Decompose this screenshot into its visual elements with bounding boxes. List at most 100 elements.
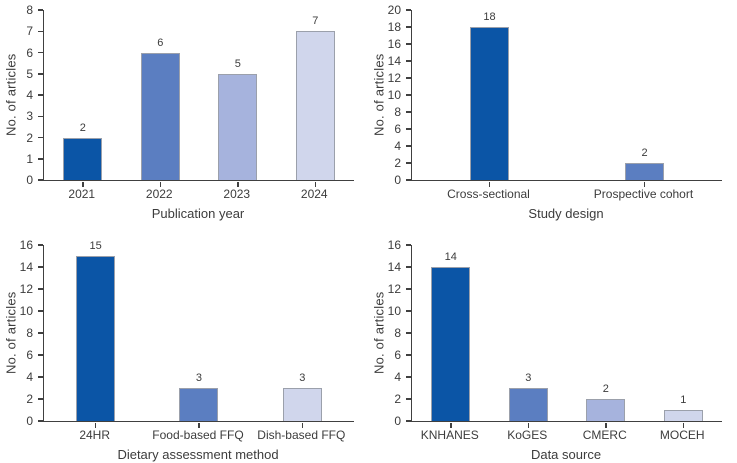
y-tick-label: 16 <box>19 238 33 252</box>
bar: 3 <box>282 372 322 421</box>
y-tick-label: 3 <box>26 109 33 124</box>
bar-slot: 14 <box>412 245 490 428</box>
y-tick-mark <box>38 354 43 356</box>
y-tick-label: 8 <box>394 326 401 340</box>
x-tick-mark <box>198 422 200 428</box>
chart-data-source: No. of articles 0 2 4 6 8 10 12 14 16 14 3 2 1 KNHANES… <box>368 231 737 463</box>
bar-slot: 2 <box>567 10 722 187</box>
bar: 7 <box>295 15 335 180</box>
plot-area: 15 3 3 <box>43 240 354 428</box>
y-tick-label: 4 <box>26 88 33 102</box>
bar-slot: 7 <box>277 10 355 187</box>
y-tick-mark <box>406 43 411 45</box>
y-tick-label: 0 <box>394 414 401 428</box>
x-category-label: 2021 <box>68 187 96 201</box>
y-tick-mark <box>406 162 411 164</box>
x-category-label: Food-based FFQ <box>152 428 244 442</box>
y-tick-mark <box>406 145 411 147</box>
plot-area: 2 6 5 7 <box>43 10 355 187</box>
y-tick-mark <box>406 128 411 130</box>
bar: 6 <box>140 37 180 180</box>
y-tick-mark <box>406 26 411 28</box>
bar: 3 <box>179 372 219 421</box>
bar-slot: 3 <box>147 245 250 428</box>
y-tick-label: 0 <box>26 414 33 428</box>
x-tick-mark <box>159 181 161 187</box>
y-tick-mark <box>406 179 411 181</box>
x-category-label: MOCEH <box>659 428 705 442</box>
y-tick-label: 2 <box>26 130 33 145</box>
x-tick-mark <box>314 181 316 187</box>
plot-area: 18 2 <box>411 10 722 187</box>
plot-area: 14 3 2 1 <box>411 245 723 428</box>
x-axis-title: Data source <box>530 447 602 462</box>
bar-slot: 2 <box>44 10 122 187</box>
y-tick-mark <box>406 9 411 11</box>
y-tick-mark <box>38 288 43 290</box>
x-tick-mark <box>643 181 646 187</box>
y-tick-label: 2 <box>394 392 401 406</box>
y-tick-mark <box>38 136 43 139</box>
y-tick-label: 12 <box>387 71 401 85</box>
bars: 14 3 2 1 <box>412 245 723 428</box>
y-tick-label: 7 <box>26 24 33 39</box>
y-tick-label: 10 <box>19 304 33 318</box>
y-tick-mark <box>406 420 411 422</box>
x-category-label: KoGES <box>507 428 548 442</box>
bar-value-label: 1 <box>680 394 687 406</box>
bar-value-label: 2 <box>641 147 648 159</box>
y-tick-mark <box>406 77 411 79</box>
x-axis-title: Dietary assessment method <box>117 447 279 462</box>
y-tick-label: 0 <box>26 173 33 187</box>
bar-slot: 3 <box>251 245 354 428</box>
bar-value-label: 3 <box>525 372 532 384</box>
y-tick-mark <box>38 398 43 400</box>
y-tick-label: 6 <box>26 45 33 60</box>
x-category-label: 2024 <box>300 187 328 201</box>
bar-value-label: 18 <box>483 11 496 23</box>
chart-dietary-assessment-method: No. of articles 0 2 4 6 8 10 12 14 16 15 3 3 24HR Food… <box>0 231 368 463</box>
bar-value-label: 3 <box>195 372 203 384</box>
bar-slot: 18 <box>412 10 567 187</box>
y-tick-mark <box>38 310 43 312</box>
y-tick-label: 14 <box>19 260 33 274</box>
y-tick-mark <box>406 60 411 62</box>
x-category-label: CMERC <box>582 428 627 442</box>
x-tick-mark <box>450 422 452 428</box>
y-tick-label: 4 <box>394 139 401 153</box>
y-tick-mark <box>406 376 411 378</box>
x-axis-labels: 24HR Food-based FFQ Dish-based FFQ <box>43 428 353 442</box>
y-tick-label: 1 <box>26 151 33 166</box>
bar-slot: 15 <box>44 240 147 428</box>
chart-study-design: No. of articles 0 2 4 6 8 10 12 14 16 18 20 18 2 Cross… <box>368 0 737 231</box>
bars: 18 2 <box>412 10 722 187</box>
bar-slot: 1 <box>645 245 723 428</box>
y-tick-label: 0 <box>394 173 401 187</box>
y-tick-mark <box>406 354 411 356</box>
y-tick-mark <box>406 310 411 312</box>
bar-value-label: 3 <box>299 372 306 384</box>
y-tick-mark <box>38 244 43 246</box>
y-tick-label: 4 <box>394 370 401 384</box>
y-tick-mark <box>38 266 43 268</box>
y-tick-mark <box>406 288 411 290</box>
bar-value-label: 15 <box>89 240 102 252</box>
y-tick-label: 12 <box>387 282 401 296</box>
x-tick-mark <box>527 422 529 428</box>
bars: 15 3 3 <box>44 240 354 428</box>
bar: 2 <box>586 383 626 421</box>
x-category-label: Prospective cohort <box>593 187 694 201</box>
x-category-label: Cross-sectional <box>447 187 530 201</box>
bar: 15 <box>76 240 116 421</box>
x-category-label: Dish-based FFQ <box>257 428 346 442</box>
y-tick-mark <box>406 266 411 268</box>
y-tick-mark <box>38 51 43 54</box>
x-tick-mark <box>82 181 84 187</box>
x-category-label: KNHANES <box>420 428 479 442</box>
y-tick-mark <box>406 111 411 113</box>
y-tick-label: 6 <box>26 348 33 362</box>
y-tick-label: 14 <box>387 260 401 274</box>
y-tick-label: 10 <box>387 88 401 102</box>
y-tick-label: 4 <box>26 370 33 384</box>
bar-slot: 5 <box>199 10 277 187</box>
